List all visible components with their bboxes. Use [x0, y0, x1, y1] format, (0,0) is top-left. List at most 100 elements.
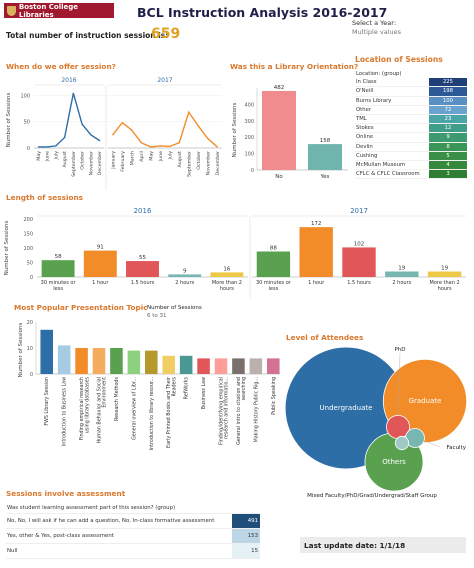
topic-bar	[40, 329, 53, 374]
when-point	[99, 140, 101, 142]
when-point	[188, 111, 190, 113]
when-y-tick: 100	[20, 93, 30, 99]
length-bar	[256, 251, 291, 277]
location-row: CFLC & CFLC Classroom 3	[355, 170, 467, 180]
year-filter-value[interactable]: Multiple values	[352, 28, 402, 36]
topic-x-tick: Early Printed Books and Their	[166, 377, 172, 448]
location-row: McMullan Museum 4	[355, 160, 467, 171]
length-x-tick: 2 hours	[175, 280, 194, 286]
length-bar	[210, 272, 244, 277]
length-bar	[299, 227, 333, 277]
length-x-tick: More than 2	[430, 280, 460, 286]
orientation-chart-title: Was this a Library Orientation?	[230, 62, 359, 71]
location-row: Cushing 5	[355, 151, 467, 161]
length-bar	[41, 260, 75, 277]
orientation-value-label: 482	[274, 85, 285, 91]
total-sessions-value: 659	[151, 26, 181, 42]
location-name: Cushing	[356, 152, 378, 159]
assessment-count: 153	[232, 529, 260, 543]
when-point	[81, 123, 83, 125]
assessment-count: 15	[232, 544, 260, 558]
location-name: McMullan Museum	[356, 161, 406, 168]
orientation-x-tick: No	[275, 174, 283, 180]
topic-x-tick: Environment	[102, 377, 108, 408]
topic-bar	[145, 350, 158, 374]
length-x-tick: 30 minutes or	[256, 280, 292, 286]
location-count: 5	[429, 151, 467, 160]
location-count: 100	[429, 96, 467, 105]
year-filter[interactable]: Select a Year: Multiple values	[352, 19, 401, 36]
topic-x-tick: Public Speaking	[271, 377, 277, 415]
length-value-label: 19	[398, 265, 405, 271]
location-title: Location of Sessions	[355, 55, 443, 64]
location-row: In Class 225	[355, 78, 467, 88]
when-year-header: 2016	[61, 77, 76, 84]
topic-bar	[92, 348, 106, 374]
when-x-tick: November	[88, 151, 94, 175]
location-name: Other	[356, 106, 372, 113]
when-point	[72, 92, 74, 94]
location-name: Burns Library	[356, 97, 392, 104]
location-count: 198	[429, 87, 467, 96]
length-value-label: 88	[270, 245, 277, 251]
topic-bar	[75, 348, 88, 374]
when-series-line-2016	[38, 92, 101, 148]
topic-x-tick: using library databases	[84, 377, 90, 434]
when-x-tick: April	[139, 151, 145, 162]
when-y-tick: 0	[27, 146, 30, 152]
when-point	[90, 134, 92, 136]
attendee-label: PhD	[394, 347, 405, 353]
orientation-x-tick: Yes	[320, 174, 330, 180]
when-x-tick: June	[158, 151, 164, 162]
length-year-header: 2017	[350, 207, 368, 215]
length-bar	[168, 274, 202, 277]
topic-bar	[267, 358, 280, 374]
assessment-row: Null 15	[6, 544, 260, 559]
page-title: BCL Instruction Analysis 2016-2017	[137, 5, 388, 20]
topic-x-tick: searching	[241, 377, 247, 400]
when-point	[197, 125, 199, 127]
topic-y-tick: 10	[27, 346, 33, 352]
length-value-label: 55	[139, 255, 146, 261]
assessment-category: Null	[7, 548, 18, 554]
when-y-tick: 50	[24, 120, 30, 126]
orientation-y-tick: 0	[251, 168, 254, 174]
when-year-header: 2017	[157, 77, 172, 84]
orientation-bar-no	[262, 90, 296, 170]
when-x-tick: October	[80, 151, 86, 170]
topic-bar	[214, 358, 228, 374]
length-x-tick: less	[53, 286, 63, 292]
length-bar	[342, 247, 376, 277]
topic-y-tick: 0	[30, 372, 33, 378]
location-count: 4	[429, 160, 467, 170]
topic-x-tick: Finding empirical research	[79, 377, 85, 440]
location-name: Devlin	[356, 143, 373, 150]
location-row: Online 9	[355, 133, 467, 143]
topic-y-axis-label: Number of Sessions	[18, 322, 24, 377]
length-x-tick: 1.5 hours	[347, 280, 371, 286]
when-point	[46, 146, 48, 148]
when-x-tick: December	[215, 151, 221, 175]
when-x-tick: August	[62, 151, 68, 168]
length-x-tick: 30 minutes or	[41, 280, 77, 286]
assessment-header: Was student learning assessment part of …	[6, 503, 260, 514]
length-y-tick: 200	[23, 217, 33, 223]
topic-bar	[110, 348, 123, 374]
location-name: CFLC & CFLC Classroom	[356, 171, 420, 178]
when-x-tick: May	[36, 151, 42, 161]
when-x-tick: November	[205, 151, 211, 175]
when-point	[131, 129, 133, 131]
when-x-tick: February	[120, 151, 126, 172]
when-x-tick: June	[45, 151, 51, 162]
location-count: 12	[429, 124, 467, 133]
when-x-tick: August	[177, 151, 183, 168]
when-point	[150, 146, 152, 148]
when-point	[207, 137, 209, 140]
attendee-label: Mixed Faculty/PhD/Grad/Undergrad/Staff G…	[307, 493, 437, 499]
attendee-leader-line	[397, 352, 401, 416]
topic-x-tick: Finding/identifying empirical	[219, 377, 225, 445]
when-point	[37, 146, 39, 148]
when-y-axis-label: Number of Sessions	[6, 92, 12, 147]
topic-x-tick: Human Behavior and Social	[97, 377, 103, 443]
